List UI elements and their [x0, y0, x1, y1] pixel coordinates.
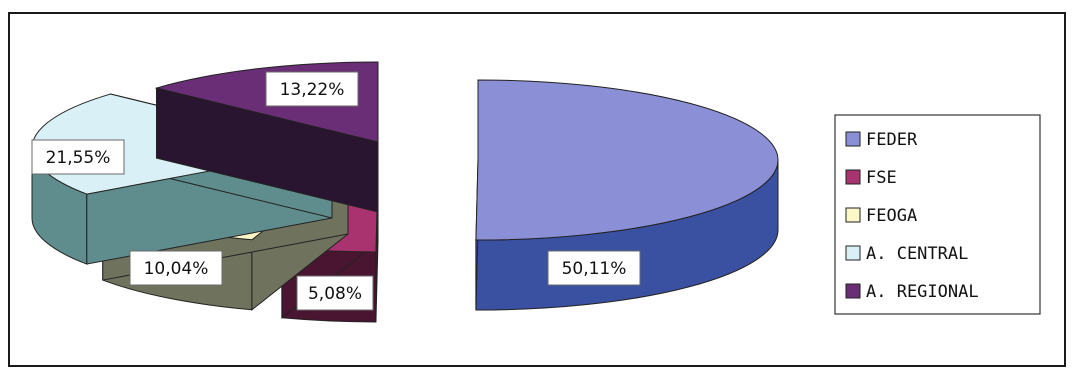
legend-label: FSE — [866, 168, 897, 188]
data-label: 13,22% — [265, 71, 359, 107]
data-label-text: 21,55% — [46, 148, 111, 168]
data-label-box — [129, 250, 223, 286]
legend-entry: FEDER — [845, 130, 918, 150]
data-label-box — [547, 250, 641, 286]
slice-labels: 50,11% 5,08% 10,04% 21,55% 13,22% — [31, 71, 641, 311]
legend-frame — [834, 114, 1041, 315]
legend-entry: FSE — [845, 168, 897, 188]
data-label-box — [296, 275, 374, 311]
data-label-box — [31, 139, 125, 175]
legend-label: FEDER — [866, 130, 918, 150]
legend-swatch — [845, 245, 861, 261]
slice-top — [475, 79, 779, 241]
data-label-text: 13,22% — [280, 80, 345, 100]
legend-entry: A. REGIONAL — [845, 282, 979, 302]
legend-swatch — [845, 283, 861, 299]
data-label: 5,08% — [296, 275, 374, 311]
data-label-text: 50,11% — [562, 259, 627, 279]
legend-swatch — [845, 169, 861, 185]
legend-swatch — [845, 207, 861, 223]
legend-label: FEOGA — [866, 206, 917, 226]
legend-swatch — [845, 131, 861, 147]
legend: FEDER FSE FEOGA A. CENTRAL A. REGIONAL — [834, 114, 1041, 315]
data-label: 21,55% — [31, 139, 125, 175]
data-label: 10,04% — [129, 250, 223, 286]
legend-label: A. REGIONAL — [866, 282, 979, 302]
data-label-box — [265, 71, 359, 107]
legend-entry: FEOGA — [845, 206, 917, 226]
data-label-text: 5,08% — [308, 284, 362, 304]
data-label: 50,11% — [547, 250, 641, 286]
legend-entry: A. CENTRAL — [845, 244, 968, 264]
data-label-text: 10,04% — [144, 259, 209, 279]
legend-label: A. CENTRAL — [866, 244, 968, 264]
